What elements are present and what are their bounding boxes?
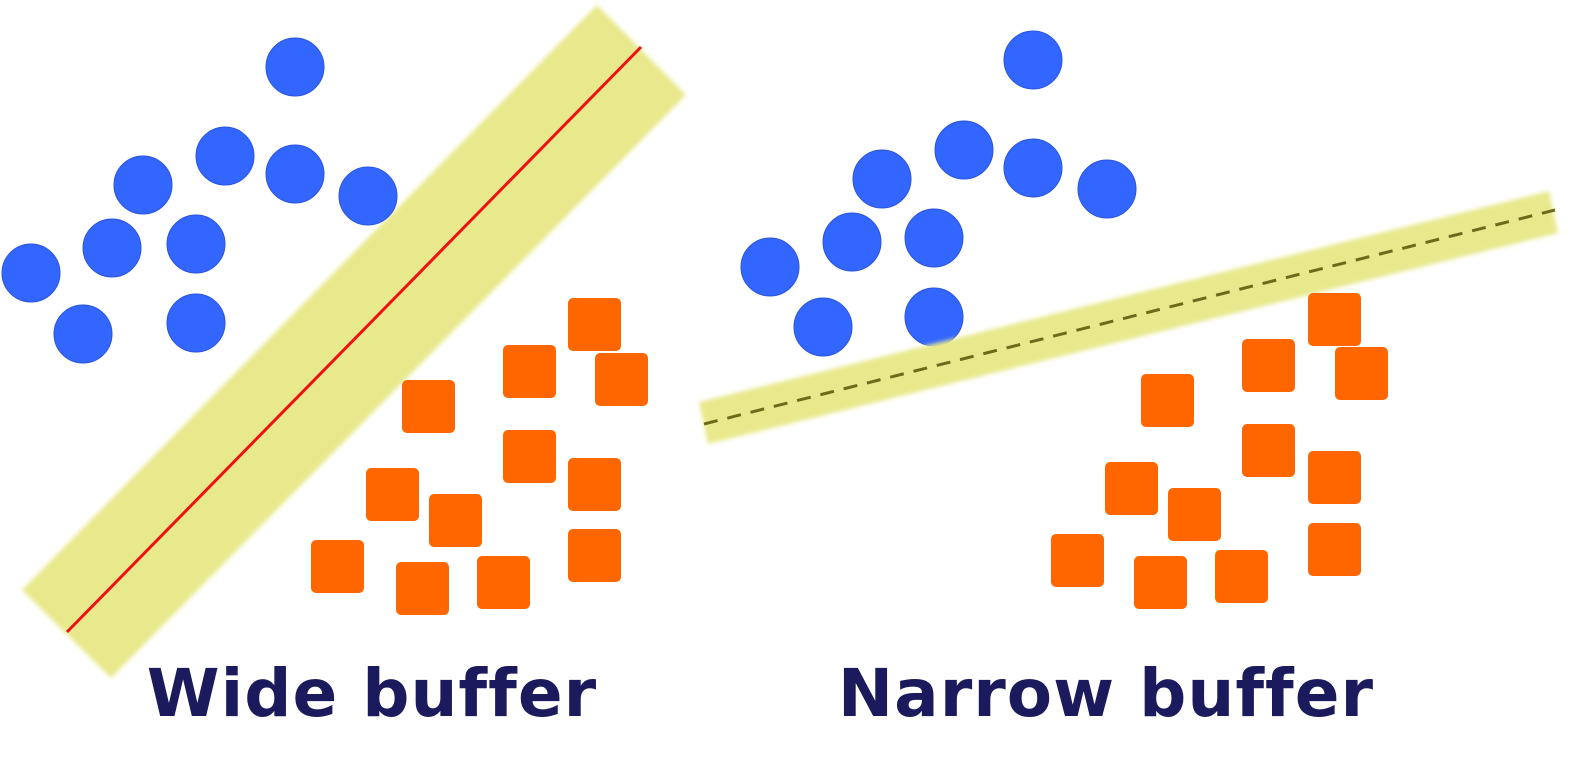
class-a-point bbox=[265, 144, 325, 204]
class-b-point bbox=[311, 540, 364, 593]
class-a-point bbox=[822, 212, 882, 272]
narrow-class-b-points bbox=[1051, 293, 1388, 609]
class-a-point bbox=[265, 37, 325, 97]
class-b-point bbox=[1242, 424, 1295, 477]
class-b-point bbox=[477, 556, 530, 609]
class-b-point bbox=[1051, 534, 1104, 587]
class-b-point bbox=[396, 562, 449, 615]
class-b-point bbox=[568, 458, 621, 511]
class-a-point bbox=[793, 297, 853, 357]
class-a-point bbox=[195, 126, 255, 186]
class-a-point bbox=[852, 149, 912, 209]
class-b-point bbox=[1168, 488, 1221, 541]
class-b-point bbox=[1134, 556, 1187, 609]
class-b-point bbox=[595, 353, 648, 406]
narrow-buffer-caption: Narrow buffer bbox=[838, 655, 1374, 732]
class-a-point bbox=[166, 293, 226, 353]
class-a-point bbox=[934, 120, 994, 180]
class-a-point bbox=[1, 243, 61, 303]
wide-class-a-points bbox=[1, 37, 398, 364]
class-a-point bbox=[1077, 159, 1137, 219]
class-b-point bbox=[1308, 523, 1361, 576]
class-a-point bbox=[113, 155, 173, 215]
class-b-point bbox=[503, 430, 556, 483]
class-a-point bbox=[1003, 138, 1063, 198]
class-b-point bbox=[568, 298, 621, 351]
wide-buffer-caption: Wide buffer bbox=[147, 655, 597, 732]
wide-boundary-line bbox=[65, 45, 643, 634]
class-b-point bbox=[429, 494, 482, 547]
class-b-point bbox=[1308, 451, 1361, 504]
class-b-point bbox=[1335, 347, 1388, 400]
class-a-point bbox=[904, 208, 964, 268]
class-a-point bbox=[740, 237, 800, 297]
class-a-point bbox=[166, 214, 226, 274]
class-b-point bbox=[568, 529, 621, 582]
class-a-point bbox=[1003, 30, 1063, 90]
wide-class-b-points bbox=[311, 298, 648, 615]
narrow-boundary-line bbox=[703, 208, 1556, 426]
narrow-buffer-panel: Narrow buffer bbox=[699, 30, 1558, 732]
class-b-point bbox=[402, 380, 455, 433]
class-b-point bbox=[1141, 374, 1194, 427]
class-b-point bbox=[503, 345, 556, 398]
class-b-point bbox=[1308, 293, 1361, 346]
class-b-point bbox=[1215, 550, 1268, 603]
class-a-point bbox=[904, 287, 964, 347]
class-b-point bbox=[1105, 462, 1158, 515]
narrow-class-a-points bbox=[740, 30, 1137, 357]
class-a-point bbox=[338, 166, 398, 226]
class-b-point bbox=[1242, 339, 1295, 392]
class-a-point bbox=[82, 218, 142, 278]
wide-buffer-panel: Wide buffer bbox=[1, 5, 686, 732]
class-a-point bbox=[53, 304, 113, 364]
class-b-point bbox=[366, 468, 419, 521]
